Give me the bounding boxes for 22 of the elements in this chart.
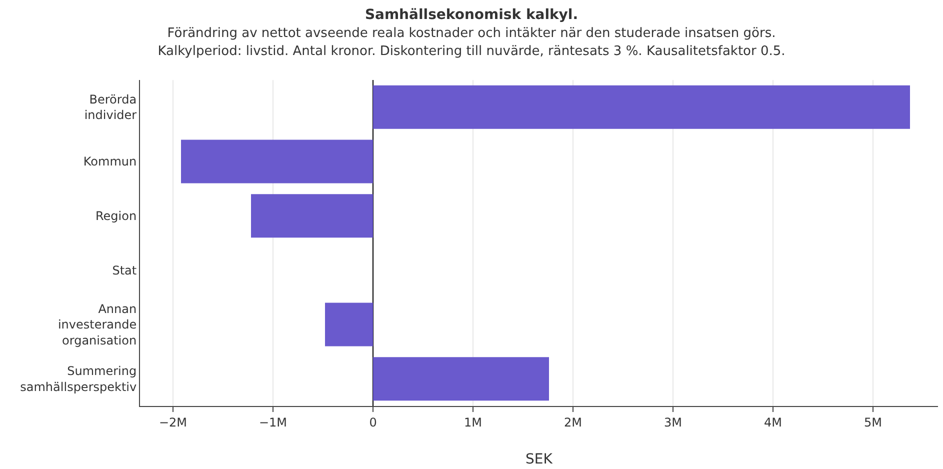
x-tick-label: 2M [564, 415, 582, 430]
x-tick-label: 3M [664, 415, 682, 430]
bar [181, 140, 373, 184]
y-tick-label: Stat [112, 263, 137, 278]
x-tick-label: 4M [764, 415, 782, 430]
x-axis-title: SEK [526, 452, 554, 468]
x-tick-label: 1M [464, 415, 482, 430]
y-tick-label: Summering samhällsperspektiv [20, 364, 137, 394]
y-tick-label: Berörda individer [84, 92, 137, 122]
y-tick-label: Kommun [83, 154, 137, 169]
bar [373, 357, 549, 401]
chart-title: Samhällsekonomisk kalkyl. [364, 6, 578, 23]
y-tick-label: Region [96, 209, 137, 224]
bar [325, 302, 373, 346]
x-tick-label: −2M [158, 415, 188, 430]
chart-subtitle: Förändring av nettot avseende reala kostnader och intäkter när den studerade insatsen görs. Kalkylperiod: livstid. Antal kronor. Diskontering till nuvärde, räntesats 3 %. Kausalitetsfaktor 0.5. [158, 26, 786, 60]
x-tick-label: −1M [258, 415, 288, 430]
x-tick-label: 5M [864, 415, 882, 430]
y-tick-label: Annan investerande organisation [58, 302, 137, 348]
bar [373, 85, 910, 129]
bar [251, 194, 373, 238]
x-tick-label: 0 [369, 415, 377, 430]
